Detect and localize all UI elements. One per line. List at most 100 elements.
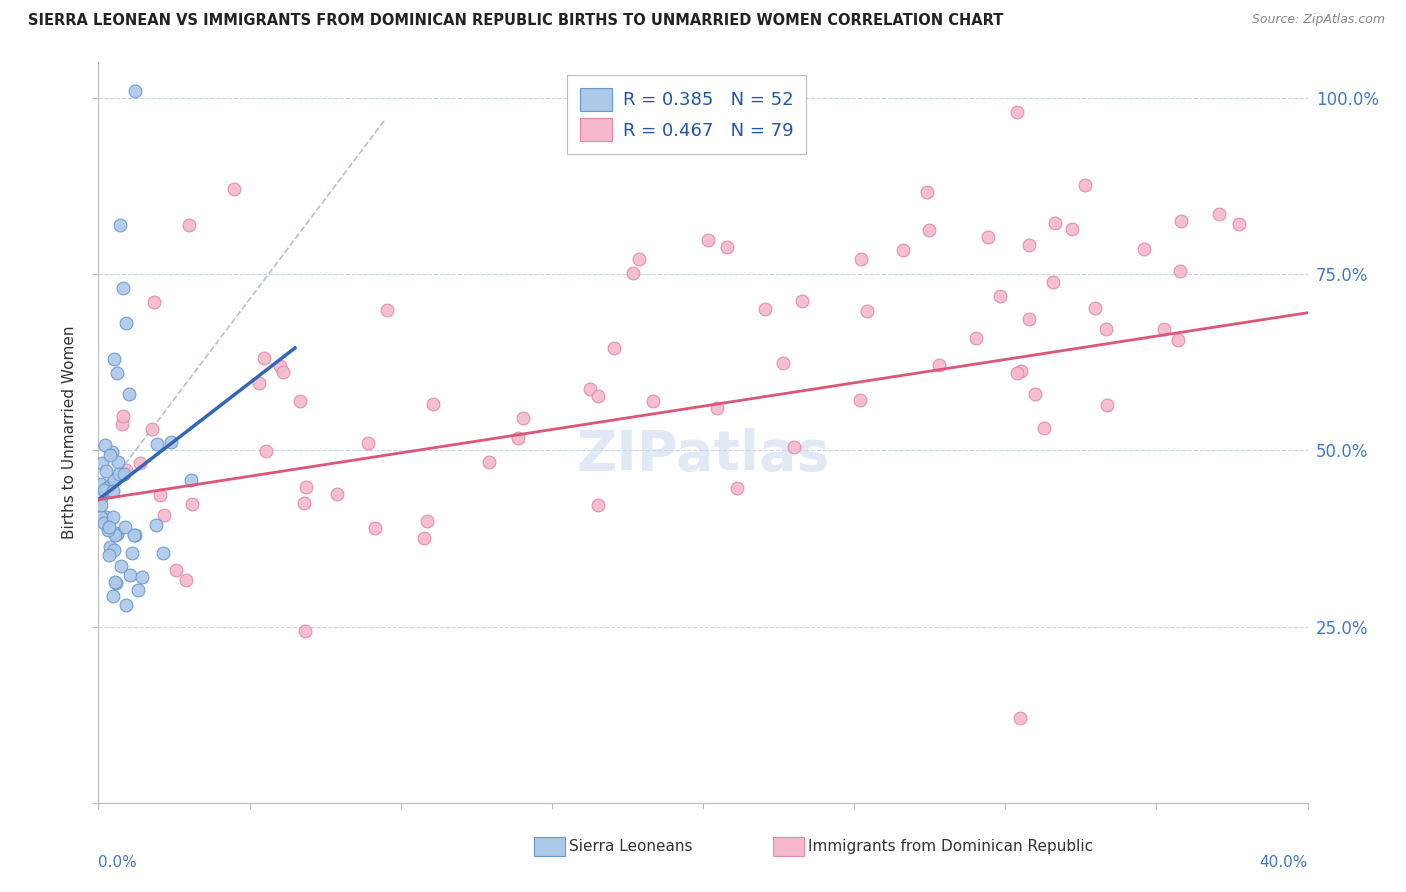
Point [725, 481, 748, 495]
Point [142, 294, 165, 309]
Point [1208, 207, 1230, 221]
Point [478, 455, 501, 469]
Point [93, 483, 115, 497]
Point [988, 288, 1011, 302]
Point [104, 528, 127, 542]
Point [754, 302, 776, 317]
Point [915, 186, 938, 200]
Point [292, 495, 315, 509]
Point [101, 445, 124, 459]
Point [180, 473, 202, 487]
Point [90, 476, 112, 491]
Point [1010, 711, 1032, 725]
Point [1097, 398, 1119, 412]
Text: 40.0%: 40.0% [1260, 855, 1308, 870]
Point [103, 543, 125, 558]
Point [1043, 216, 1066, 230]
Point [127, 582, 149, 597]
Point [508, 431, 530, 445]
Point [94, 509, 117, 524]
Text: Immigrants from Dominican Republic: Immigrants from Dominican Republic [808, 839, 1094, 854]
Point [928, 358, 950, 372]
Point [101, 510, 124, 524]
Point [1024, 387, 1046, 401]
Point [294, 480, 316, 494]
Point [105, 366, 128, 380]
Point [1170, 213, 1192, 227]
Point [105, 576, 128, 591]
Point [98, 548, 121, 562]
Point [603, 341, 626, 355]
Point [697, 233, 720, 247]
Point [977, 230, 1000, 244]
Point [90, 491, 112, 505]
Point [586, 389, 609, 403]
Point [772, 356, 794, 370]
Point [849, 252, 872, 266]
Point [269, 359, 291, 374]
Point [98, 540, 121, 554]
Point [103, 473, 125, 487]
Point [512, 410, 534, 425]
Text: Source: ZipAtlas.com: Source: ZipAtlas.com [1251, 13, 1385, 27]
Point [104, 575, 127, 590]
Point [1033, 421, 1056, 435]
Point [1010, 364, 1032, 378]
Point [141, 422, 163, 436]
Point [627, 252, 650, 267]
Point [94, 438, 117, 452]
Point [290, 393, 312, 408]
Point [111, 409, 134, 423]
Point [107, 455, 129, 469]
Y-axis label: Births to Unmarried Women: Births to Unmarried Women [62, 326, 77, 540]
Point [179, 218, 201, 232]
Point [1153, 321, 1175, 335]
Point [413, 531, 436, 545]
Point [1084, 301, 1107, 316]
Point [918, 223, 941, 237]
Point [1005, 104, 1028, 119]
Point [1018, 238, 1040, 252]
Point [1227, 217, 1250, 231]
Point [792, 294, 814, 309]
Point [254, 443, 277, 458]
Point [271, 366, 294, 380]
Point [114, 520, 136, 534]
Point [128, 456, 150, 470]
Text: ZIPatlas: ZIPatlas [576, 428, 830, 482]
Point [114, 316, 136, 330]
Point [782, 440, 804, 454]
Point [253, 351, 276, 365]
Point [1005, 367, 1028, 381]
Point [1018, 311, 1040, 326]
Point [131, 570, 153, 584]
Point [422, 397, 444, 411]
Point [121, 546, 143, 560]
Point [165, 563, 187, 577]
Point [160, 435, 183, 450]
Text: Sierra Leoneans: Sierra Leoneans [569, 839, 693, 854]
Point [153, 508, 176, 522]
Point [621, 266, 644, 280]
Point [1042, 275, 1064, 289]
Point [108, 218, 131, 232]
Point [97, 520, 120, 534]
Point [416, 514, 439, 528]
Point [364, 521, 387, 535]
Point [326, 487, 349, 501]
Point [103, 351, 125, 366]
Point [224, 182, 246, 196]
Point [124, 528, 146, 542]
Point [104, 526, 127, 541]
Point [111, 281, 134, 295]
Point [891, 243, 914, 257]
Point [118, 387, 141, 401]
Point [1074, 178, 1097, 193]
Point [114, 463, 136, 477]
Point [108, 467, 131, 482]
Point [716, 239, 738, 253]
Point [247, 376, 270, 390]
Text: SIERRA LEONEAN VS IMMIGRANTS FROM DOMINICAN REPUBLIC BIRTHS TO UNMARRIED WOMEN C: SIERRA LEONEAN VS IMMIGRANTS FROM DOMINI… [28, 13, 1004, 29]
Point [174, 573, 197, 587]
Point [90, 498, 112, 512]
